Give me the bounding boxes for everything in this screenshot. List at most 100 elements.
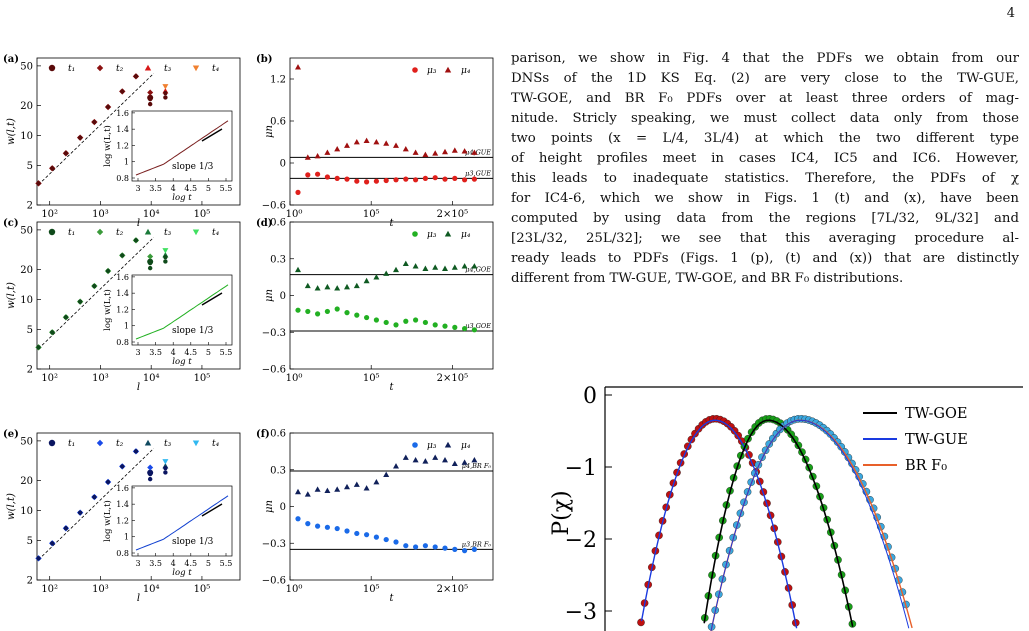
legend-label: t₂ xyxy=(116,64,124,74)
x-axis-label: t xyxy=(389,382,394,393)
y-tick-label: 5 xyxy=(27,325,33,336)
mu4-point xyxy=(353,282,360,289)
inset-slope-line xyxy=(201,503,223,517)
y-tick-label: −0.3 xyxy=(262,539,286,550)
paragraph-line: nitude. Stricly speaking, we must collec… xyxy=(511,111,1019,126)
mu3-point xyxy=(364,532,370,538)
mu3-point xyxy=(364,179,370,185)
ref-label-mu4: μ4,BR F₀ xyxy=(462,462,492,470)
y-tick-label: 2 xyxy=(27,201,33,212)
mu3-point xyxy=(432,544,438,550)
data-point-late xyxy=(147,101,153,107)
x-tick-label: 10⁵ xyxy=(194,584,211,595)
data-point-late xyxy=(147,464,154,471)
paragraph-line: of height profiles meet in cases IC4, IC… xyxy=(511,151,1019,166)
y-tick-label: 20 xyxy=(20,265,33,276)
mu4-point xyxy=(304,282,311,289)
mu4-point xyxy=(412,149,419,155)
data-point-late xyxy=(163,95,168,100)
x-tick-label: 10² xyxy=(41,209,58,220)
mu3-point xyxy=(334,525,340,532)
axes-frame xyxy=(36,57,241,206)
paragraph-line: TW-GOE, and BR F₀ PDFs over at least thr… xyxy=(511,91,1019,106)
data-point-late xyxy=(163,259,168,264)
data-point xyxy=(120,89,125,94)
mu3-point xyxy=(305,521,311,527)
inset-y-tick-label: 0.8 xyxy=(116,174,129,183)
paragraph-line: parison, we show in Fig. 4 that the PDFs… xyxy=(511,51,1019,66)
mu4-point xyxy=(442,265,448,271)
mu4-point xyxy=(324,149,331,155)
legend-marker xyxy=(144,439,152,446)
mu4-point xyxy=(314,486,321,492)
pdf-legend-label: TW-GUE xyxy=(905,432,968,448)
y-tick-label: 50 xyxy=(20,225,33,236)
y-axis-label: μn xyxy=(264,289,275,302)
legend-marker xyxy=(144,228,152,235)
data-point xyxy=(105,268,111,274)
data-point xyxy=(133,238,139,243)
mu3-point xyxy=(403,543,409,549)
mu3-point xyxy=(413,317,419,323)
x-tick-label: 10⁵ xyxy=(363,209,380,220)
mu3-point xyxy=(432,175,438,181)
inset-x-tick-label: 4.5 xyxy=(184,184,197,193)
mu4-point xyxy=(393,463,399,469)
pdf-y-label: P(χ) xyxy=(549,490,574,535)
mu3-point xyxy=(383,177,389,184)
panel-letter: (d) xyxy=(256,218,272,229)
y-axis-label: μn xyxy=(264,500,275,513)
mu4-point xyxy=(383,140,390,146)
mu4-point xyxy=(295,266,301,273)
mu3-point xyxy=(354,178,360,184)
data-point-late xyxy=(147,96,153,102)
legend-marker xyxy=(192,440,200,447)
x-tick-label: 10³ xyxy=(92,209,109,220)
legend-label: t₄ xyxy=(212,228,220,238)
data-point xyxy=(105,479,111,485)
inset-curve xyxy=(135,495,229,551)
mu4-point xyxy=(451,147,458,153)
legend-label: μ₃ xyxy=(427,66,437,76)
mu4-point xyxy=(334,486,341,492)
data-point-late xyxy=(147,253,154,260)
mu4-point xyxy=(442,148,448,155)
data-point xyxy=(77,299,83,304)
mu3-point xyxy=(315,523,321,529)
data-point xyxy=(63,315,69,320)
legend-label: t₃ xyxy=(164,64,172,74)
panel-letter: (c) xyxy=(3,218,19,229)
mu4-point xyxy=(334,146,341,152)
mu3-point xyxy=(373,317,379,323)
x-axis-label: l xyxy=(137,593,140,604)
mu3-point xyxy=(305,308,311,315)
data-point xyxy=(120,253,125,258)
mu3-point xyxy=(393,322,399,328)
mu3-point xyxy=(422,543,428,549)
x-tick-label: 10⁴ xyxy=(143,584,160,595)
legend-marker xyxy=(412,67,418,73)
data-point-late xyxy=(163,470,168,475)
panel-letter: (a) xyxy=(3,54,19,65)
legend-label: t₃ xyxy=(164,228,172,238)
inset-x-tick-label: 3 xyxy=(135,184,140,193)
data-point xyxy=(77,510,83,515)
mu3-point xyxy=(324,174,330,180)
legend-marker xyxy=(48,439,56,447)
data-point xyxy=(120,464,125,469)
slope-reference-line xyxy=(38,237,155,349)
inset-x-tick-label: 5.5 xyxy=(220,559,233,568)
mu3-point xyxy=(442,545,448,551)
data-point xyxy=(36,556,41,561)
mu4-point xyxy=(373,479,380,485)
inset-x-tick-label: 5 xyxy=(206,559,211,568)
mu3-point xyxy=(373,178,379,184)
tw-goe-curve xyxy=(703,419,854,627)
legend-marker xyxy=(444,230,452,237)
mu4-point xyxy=(344,283,350,290)
y-tick-label: 20 xyxy=(20,101,33,112)
axes-frame xyxy=(289,221,494,370)
inset-x-tick-label: 5.5 xyxy=(220,184,233,193)
inset-y-label: log w(L,t) xyxy=(102,125,113,167)
